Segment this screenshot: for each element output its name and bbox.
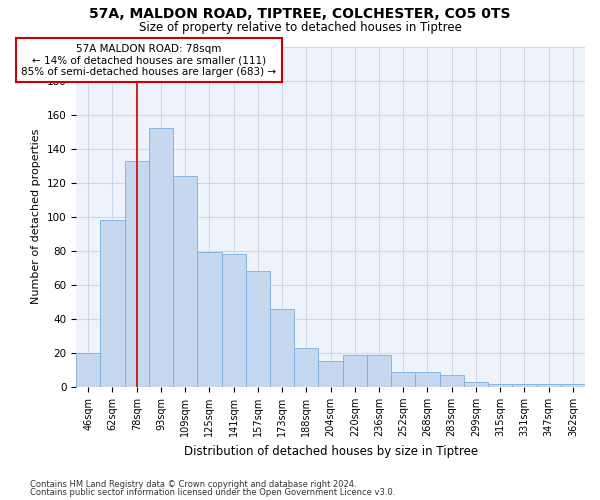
X-axis label: Distribution of detached houses by size in Tiptree: Distribution of detached houses by size … xyxy=(184,444,478,458)
Bar xyxy=(270,308,294,387)
Text: Contains HM Land Registry data © Crown copyright and database right 2024.: Contains HM Land Registry data © Crown c… xyxy=(30,480,356,489)
Bar xyxy=(319,362,343,387)
Bar xyxy=(391,372,415,387)
Bar xyxy=(464,382,488,387)
Bar xyxy=(440,375,464,387)
Bar xyxy=(561,384,585,387)
Text: 57A, MALDON ROAD, TIPTREE, COLCHESTER, CO5 0TS: 57A, MALDON ROAD, TIPTREE, COLCHESTER, C… xyxy=(89,8,511,22)
Bar xyxy=(100,220,125,387)
Bar xyxy=(173,176,197,387)
Bar xyxy=(149,128,173,387)
Bar xyxy=(246,271,270,387)
Bar xyxy=(294,348,319,387)
Y-axis label: Number of detached properties: Number of detached properties xyxy=(31,129,41,304)
Bar xyxy=(343,354,367,387)
Bar xyxy=(488,384,512,387)
Bar xyxy=(76,353,100,387)
Text: 57A MALDON ROAD: 78sqm
← 14% of detached houses are smaller (111)
85% of semi-de: 57A MALDON ROAD: 78sqm ← 14% of detached… xyxy=(21,44,277,76)
Text: Size of property relative to detached houses in Tiptree: Size of property relative to detached ho… xyxy=(139,21,461,34)
Bar xyxy=(415,372,440,387)
Bar xyxy=(367,354,391,387)
Bar xyxy=(125,160,149,387)
Bar xyxy=(512,384,536,387)
Bar xyxy=(197,252,221,387)
Text: Contains public sector information licensed under the Open Government Licence v3: Contains public sector information licen… xyxy=(30,488,395,497)
Bar xyxy=(536,384,561,387)
Bar xyxy=(221,254,246,387)
